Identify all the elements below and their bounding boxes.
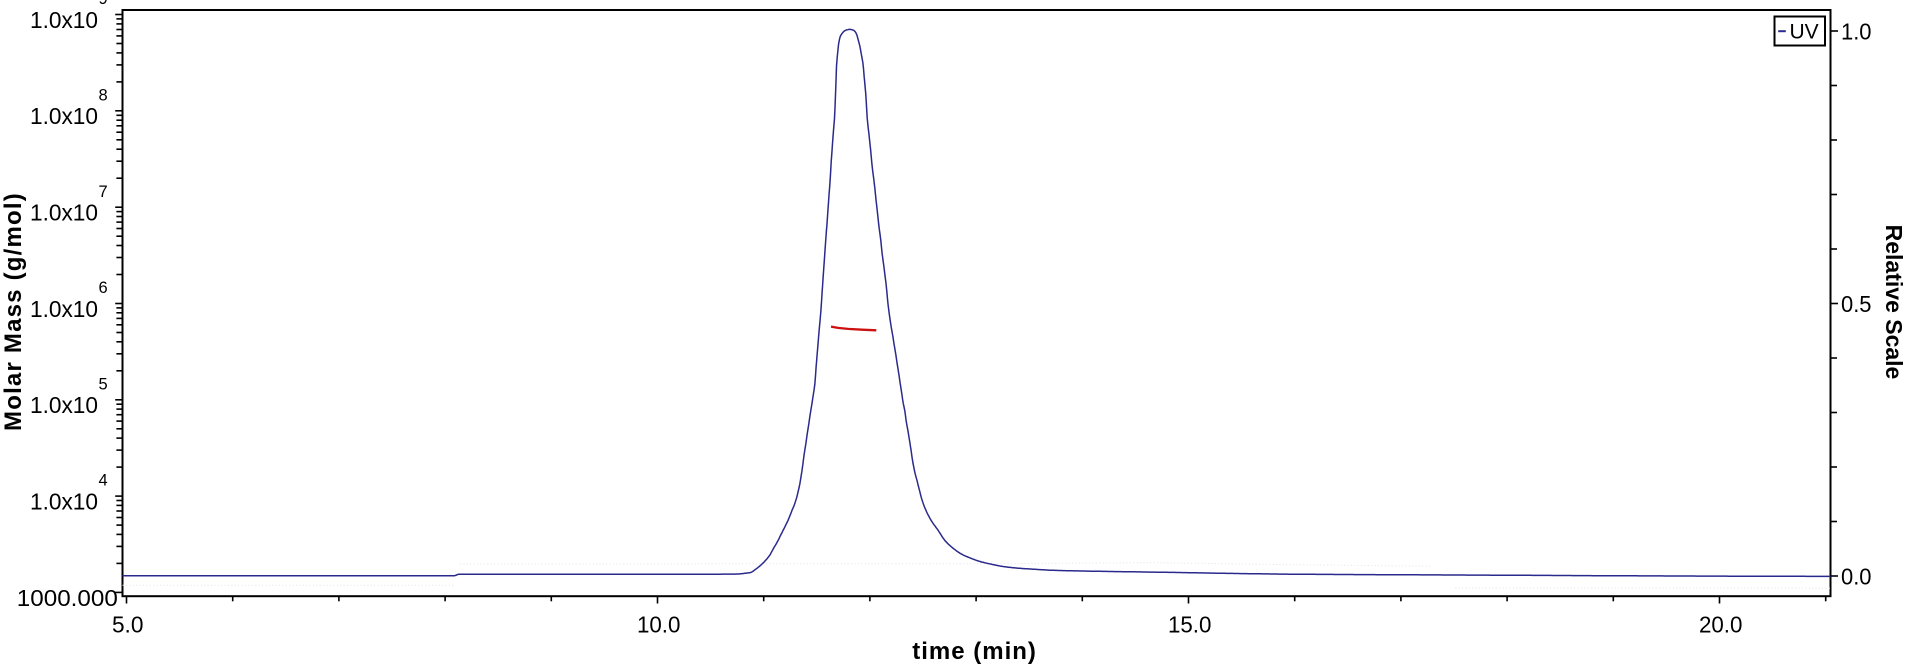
svg-text:Molar Mass (g/mol): Molar Mass (g/mol)	[0, 192, 27, 431]
svg-text:4: 4	[99, 472, 108, 490]
svg-text:1.0x10: 1.0x10	[30, 392, 98, 418]
svg-text:10.0: 10.0	[637, 611, 681, 637]
svg-text:20.0: 20.0	[1699, 611, 1743, 637]
svg-text:1.0x10: 1.0x10	[30, 488, 98, 514]
svg-text:6: 6	[99, 279, 108, 297]
svg-text:1.0x10: 1.0x10	[30, 103, 98, 129]
svg-text:7: 7	[99, 183, 108, 201]
svg-text:1.0x10: 1.0x10	[30, 200, 98, 226]
svg-text:5: 5	[99, 375, 108, 393]
svg-text:UV: UV	[1790, 21, 1819, 44]
svg-text:time (min): time (min)	[912, 638, 1037, 665]
svg-text:9: 9	[99, 0, 108, 8]
svg-text:1000.000: 1000.000	[17, 585, 118, 611]
svg-text:15.0: 15.0	[1168, 611, 1212, 637]
svg-text:1.0: 1.0	[1841, 19, 1872, 45]
svg-text:1.0x10: 1.0x10	[30, 7, 98, 33]
svg-text:8: 8	[99, 86, 108, 104]
svg-text:0.5: 0.5	[1841, 291, 1872, 317]
svg-text:Relative Scale: Relative Scale	[1881, 225, 1907, 380]
svg-text:5.0: 5.0	[112, 611, 144, 637]
svg-text:0.0: 0.0	[1841, 564, 1872, 590]
svg-text:1.0x10: 1.0x10	[30, 296, 98, 322]
